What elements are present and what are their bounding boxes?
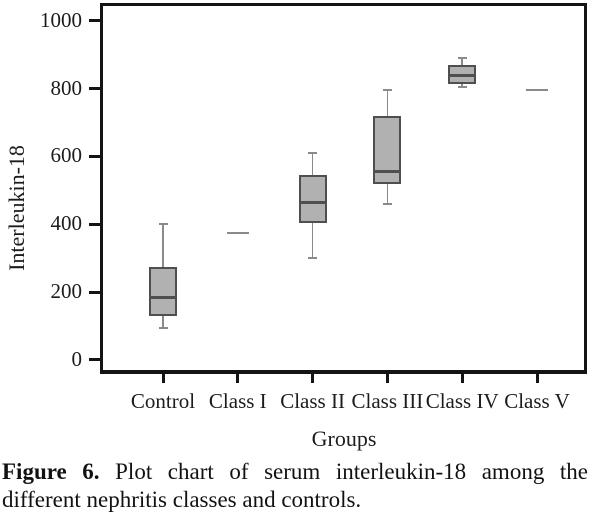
y-axis-tick-label: 200 — [50, 279, 83, 304]
y-axis-tick-label: 1000 — [40, 7, 82, 32]
x-axis-title: Groups — [311, 426, 377, 451]
whisker-upper-control — [162, 224, 164, 267]
single-value-line-class-v — [526, 89, 548, 92]
y-axis-tick — [89, 290, 100, 294]
x-axis-tick-label-class-ii: Class II — [280, 389, 345, 413]
median-line-class-iv — [448, 73, 477, 77]
y-axis-tick-label: 0 — [71, 346, 83, 371]
whisker-cap-upper-class-ii — [308, 152, 318, 155]
whisker-lower-control — [162, 315, 164, 328]
whisker-lower-class-iii — [386, 183, 389, 204]
figure-caption: Figure 6. Plot chart of serum interleuki… — [2, 458, 588, 514]
whisker-lower-class-ii — [311, 222, 314, 259]
y-axis-tick-label: 400 — [50, 211, 83, 236]
whisker-cap-upper-class-iv — [457, 57, 467, 60]
x-axis-tick-label-class-v: Class V — [504, 389, 570, 413]
x-axis-tick-label-class-iii: Class III — [351, 389, 424, 413]
box-class-ii — [298, 175, 327, 223]
plot-area — [100, 3, 587, 374]
x-axis-tick-label-class-iv: Class IV — [425, 389, 499, 413]
whisker-upper-class-iv — [461, 58, 463, 65]
whisker-cap-upper-class-iii — [382, 89, 392, 92]
caption-line-1: Figure 6. Plot chart of serum interleuki… — [2, 458, 588, 486]
y-axis-tick — [89, 154, 100, 158]
x-axis-tick — [311, 374, 315, 383]
y-axis-tick — [89, 87, 100, 91]
whisker-cap-lower-control — [158, 326, 168, 329]
single-value-line-class-i — [226, 231, 249, 234]
x-axis-tick — [236, 374, 240, 383]
caption-line-2: different nephritis classes and controls… — [2, 487, 362, 512]
box-control — [149, 266, 177, 316]
median-line-class-ii — [298, 200, 327, 204]
x-axis-tick — [161, 374, 165, 383]
y-axis-tick — [89, 19, 100, 23]
whisker-cap-lower-class-iv — [457, 86, 467, 88]
median-line-control — [149, 295, 177, 299]
caption-figure-label: Figure 6. — [2, 459, 100, 484]
whisker-cap-lower-class-ii — [308, 257, 318, 260]
x-axis-tick — [460, 374, 464, 383]
whisker-upper-class-ii — [311, 153, 314, 176]
x-axis-tick — [535, 374, 539, 383]
y-axis-tick — [89, 358, 100, 362]
x-axis-tick — [385, 374, 389, 383]
box-class-iii — [373, 115, 402, 184]
y-axis-tick — [89, 222, 100, 226]
whisker-cap-lower-class-iii — [382, 202, 392, 205]
whisker-upper-class-iii — [386, 90, 389, 116]
median-line-class-iii — [373, 170, 402, 174]
x-axis-tick-label-control: Control — [130, 389, 196, 413]
x-axis-tick-label-class-i: Class I — [208, 389, 267, 413]
y-axis-tick-label: 800 — [50, 75, 83, 100]
y-axis-tick-label: 600 — [50, 143, 83, 168]
whisker-lower-class-iv — [461, 83, 463, 87]
whisker-cap-upper-control — [158, 223, 168, 226]
caption-text-line-1: Plot chart of serum interleukin-18 among… — [115, 459, 588, 484]
